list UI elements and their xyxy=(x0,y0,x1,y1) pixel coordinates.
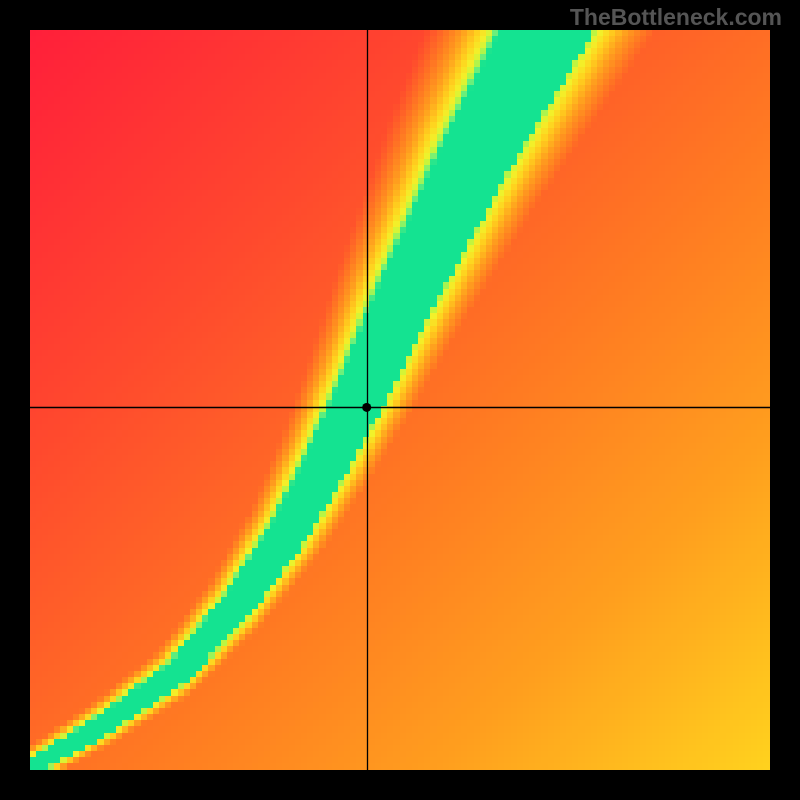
watermark-text: TheBottleneck.com xyxy=(570,4,782,31)
bottleneck-heatmap xyxy=(30,30,770,770)
chart-container: TheBottleneck.com xyxy=(0,0,800,800)
